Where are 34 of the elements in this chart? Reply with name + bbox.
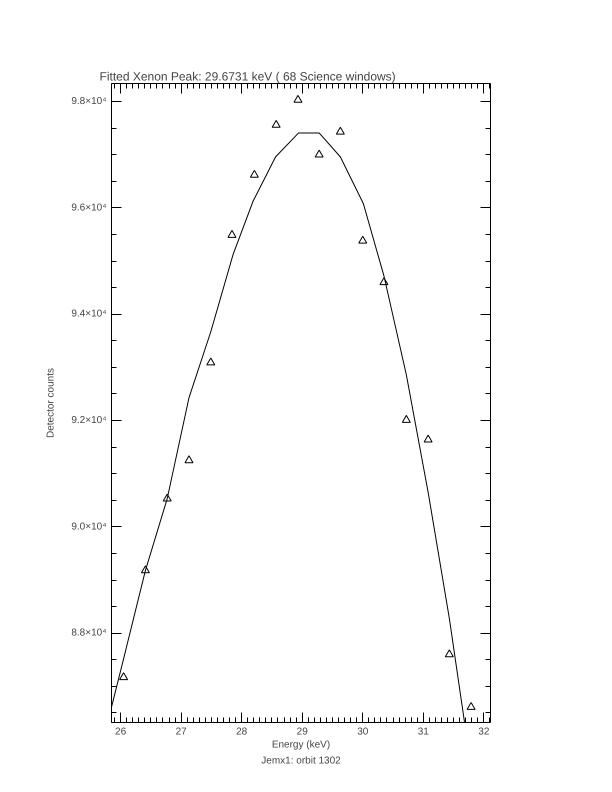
y-tick-label: 9.2×10⁴	[71, 415, 107, 426]
point	[466, 702, 476, 710]
x-tick-label: 29	[296, 726, 308, 738]
x-tick-label: 30	[357, 726, 369, 738]
point	[444, 649, 454, 658]
x-tick-label: 27	[176, 726, 188, 738]
point	[272, 120, 281, 128]
point	[358, 236, 368, 244]
x-tick-label: 26	[115, 726, 127, 738]
x-tick-label: 32	[478, 726, 490, 738]
point	[162, 494, 172, 502]
point	[402, 414, 411, 423]
y-tick-label: 9.0×10⁴	[71, 521, 107, 532]
y-axis-title: Detector counts	[45, 368, 56, 438]
point	[140, 565, 150, 574]
y-tick-label: 9.8×10⁴	[71, 96, 107, 108]
point	[227, 230, 236, 238]
point	[293, 94, 302, 103]
point	[424, 434, 433, 442]
y-tick-label: 9.6×10⁴	[71, 202, 107, 214]
text: Jemx1: orbit 1302	[261, 756, 342, 766]
point	[379, 277, 388, 286]
point	[206, 357, 216, 366]
point	[336, 126, 345, 135]
point	[250, 170, 259, 178]
chart-title: Fitted Xenon Peak: 29.6731 keV ( 68 Science windows)	[100, 70, 396, 84]
y-tick-label: 8.8×10⁴	[71, 628, 107, 639]
point	[314, 150, 324, 158]
x-axis-title: Energy (keV)	[272, 740, 330, 750]
y-tick-label: 9.4×10⁴	[71, 308, 107, 320]
point	[184, 455, 194, 464]
x-tick-label: 31	[418, 726, 430, 738]
x-tick-label: 28	[236, 726, 248, 738]
point	[119, 672, 128, 680]
